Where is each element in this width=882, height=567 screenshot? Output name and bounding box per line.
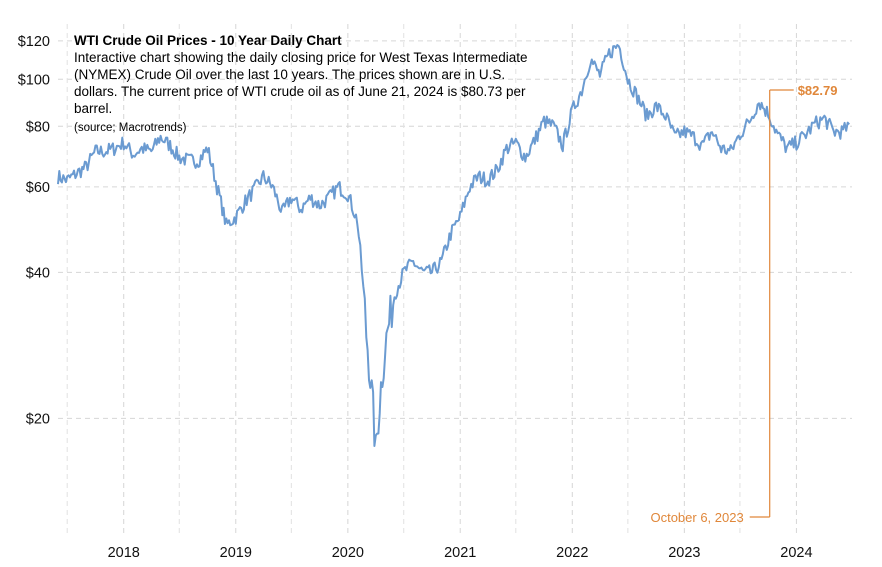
x-tick-label: 2018 xyxy=(108,545,140,561)
y-tick-label: $20 xyxy=(26,411,50,427)
chart-title: WTI Crude Oil Prices - 10 Year Daily Cha… xyxy=(74,33,342,48)
x-tick-label: 2019 xyxy=(220,545,252,561)
x-tick-label: 2022 xyxy=(556,545,588,561)
y-tick-label: $120 xyxy=(18,34,50,50)
y-tick-label: $80 xyxy=(26,119,50,135)
price-line[interactable] xyxy=(57,44,850,447)
x-axis-ticks: 2018 2019 2020 2021 2022 2023 2024 xyxy=(108,545,813,561)
chart-subtitle: Interactive chart showing the daily clos… xyxy=(74,50,528,116)
x-tick-label: 2023 xyxy=(668,545,700,561)
x-tick-label: 2021 xyxy=(444,545,476,561)
y-tick-label: $100 xyxy=(18,72,50,88)
y-axis-ticks: $20 $40 $60 $80 $100 $120 xyxy=(18,34,50,428)
tooltip-date-label: October 6, 2023 xyxy=(650,510,743,525)
tooltip-value-label: $82.79 xyxy=(798,83,838,98)
y-tick-label: $60 xyxy=(26,180,50,196)
gridlines xyxy=(58,24,852,535)
chart-info-box: WTI Crude Oil Prices - 10 Year Daily Cha… xyxy=(74,32,544,136)
y-tick-label: $40 xyxy=(26,265,50,281)
x-tick-label: 2024 xyxy=(780,545,812,561)
x-tick-label: 2020 xyxy=(332,545,364,561)
chart-source: (source; Macrotrends) xyxy=(74,122,187,134)
tooltip-crosshair: $82.79 October 6, 2023 xyxy=(650,83,837,525)
